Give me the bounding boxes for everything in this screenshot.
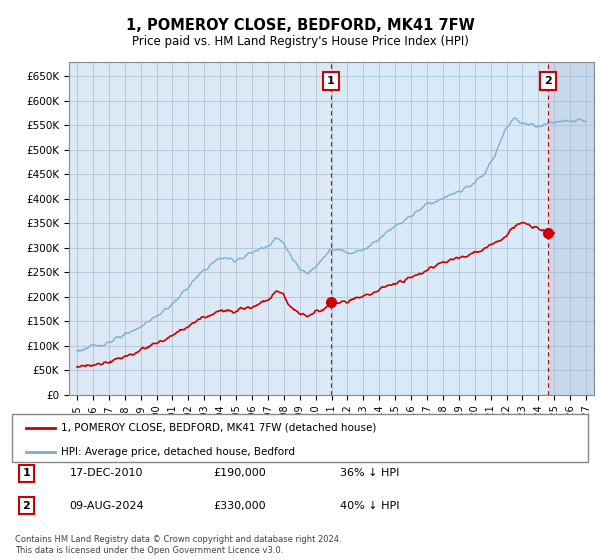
Text: 36% ↓ HPI: 36% ↓ HPI bbox=[340, 468, 400, 478]
Text: Price paid vs. HM Land Registry's House Price Index (HPI): Price paid vs. HM Land Registry's House … bbox=[131, 35, 469, 49]
Text: £190,000: £190,000 bbox=[214, 468, 266, 478]
Text: £330,000: £330,000 bbox=[214, 501, 266, 511]
Text: 2: 2 bbox=[544, 76, 552, 86]
Bar bbox=[331, 62, 594, 395]
Text: 40% ↓ HPI: 40% ↓ HPI bbox=[340, 501, 400, 511]
Text: 1: 1 bbox=[327, 76, 335, 86]
Bar bbox=[331, 62, 548, 395]
Bar bbox=[548, 62, 594, 395]
Text: 17-DEC-2010: 17-DEC-2010 bbox=[70, 468, 143, 478]
Text: 09-AUG-2024: 09-AUG-2024 bbox=[70, 501, 144, 511]
Text: 2: 2 bbox=[23, 501, 30, 511]
Text: 1, POMEROY CLOSE, BEDFORD, MK41 7FW: 1, POMEROY CLOSE, BEDFORD, MK41 7FW bbox=[125, 18, 475, 32]
Text: 1: 1 bbox=[23, 468, 30, 478]
Text: HPI: Average price, detached house, Bedford: HPI: Average price, detached house, Bedf… bbox=[61, 446, 295, 456]
Text: 1, POMEROY CLOSE, BEDFORD, MK41 7FW (detached house): 1, POMEROY CLOSE, BEDFORD, MK41 7FW (det… bbox=[61, 423, 376, 433]
Text: Contains HM Land Registry data © Crown copyright and database right 2024.
This d: Contains HM Land Registry data © Crown c… bbox=[15, 535, 341, 554]
